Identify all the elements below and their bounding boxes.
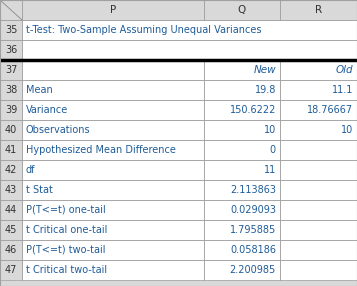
Bar — [22, 120, 204, 140]
Text: 1.795885: 1.795885 — [230, 225, 276, 235]
Text: 35: 35 — [5, 25, 17, 35]
Bar — [0, 140, 22, 160]
Bar — [0, 240, 22, 260]
Text: Hypothesized Mean Difference: Hypothesized Mean Difference — [26, 145, 176, 155]
Text: 42: 42 — [5, 165, 17, 175]
Bar — [204, 220, 280, 240]
Bar — [22, 240, 204, 260]
Bar — [280, 260, 357, 280]
Text: P: P — [110, 5, 116, 15]
Bar — [204, 260, 280, 280]
Text: 47: 47 — [5, 265, 17, 275]
Bar — [204, 0, 280, 20]
Text: P(T<=t) two-tail: P(T<=t) two-tail — [26, 245, 106, 255]
Bar — [280, 140, 357, 160]
Text: 41: 41 — [5, 145, 17, 155]
Bar — [204, 160, 280, 180]
Bar — [0, 80, 22, 100]
Text: 43: 43 — [5, 185, 17, 195]
Text: t Critical two-tail: t Critical two-tail — [26, 265, 107, 275]
Bar — [0, 40, 22, 60]
Bar — [280, 80, 357, 100]
Bar — [22, 180, 204, 200]
Text: 46: 46 — [5, 245, 17, 255]
Bar — [22, 20, 357, 40]
Text: 37: 37 — [5, 65, 17, 75]
Bar — [0, 0, 22, 20]
Bar — [204, 80, 280, 100]
Text: 0: 0 — [270, 145, 276, 155]
Bar — [0, 100, 22, 120]
Bar — [22, 260, 204, 280]
Bar — [22, 220, 204, 240]
Bar — [0, 260, 22, 280]
Bar — [22, 40, 357, 60]
Text: 45: 45 — [5, 225, 17, 235]
Text: Observations: Observations — [26, 125, 91, 135]
Text: 0.058186: 0.058186 — [230, 245, 276, 255]
Bar — [204, 100, 280, 120]
Text: 19.8: 19.8 — [255, 85, 276, 95]
Text: 36: 36 — [5, 45, 17, 55]
Text: 0.029093: 0.029093 — [230, 205, 276, 215]
Bar — [204, 60, 280, 80]
Text: 38: 38 — [5, 85, 17, 95]
Text: 11: 11 — [264, 165, 276, 175]
Text: 44: 44 — [5, 205, 17, 215]
Text: 2.113863: 2.113863 — [230, 185, 276, 195]
Bar — [0, 220, 22, 240]
Bar — [280, 200, 357, 220]
Bar — [22, 80, 204, 100]
Text: t-Test: Two-Sample Assuming Unequal Variances: t-Test: Two-Sample Assuming Unequal Vari… — [26, 25, 261, 35]
Bar — [280, 120, 357, 140]
Bar — [0, 20, 22, 40]
Bar — [0, 120, 22, 140]
Bar — [280, 160, 357, 180]
Text: Mean: Mean — [26, 85, 53, 95]
Text: 2.200985: 2.200985 — [230, 265, 276, 275]
Bar — [22, 100, 204, 120]
Bar — [204, 120, 280, 140]
Text: Q: Q — [238, 5, 246, 15]
Text: 10: 10 — [264, 125, 276, 135]
Bar — [204, 240, 280, 260]
Text: t Stat: t Stat — [26, 185, 53, 195]
Text: 150.6222: 150.6222 — [230, 105, 276, 115]
Bar — [0, 180, 22, 200]
Bar — [22, 60, 204, 80]
Bar — [280, 180, 357, 200]
Text: New: New — [253, 65, 276, 75]
Bar — [22, 200, 204, 220]
Text: t Critical one-tail: t Critical one-tail — [26, 225, 107, 235]
Bar — [204, 180, 280, 200]
Bar — [280, 60, 357, 80]
Bar — [280, 220, 357, 240]
Text: df: df — [26, 165, 35, 175]
Bar — [22, 140, 204, 160]
Bar — [204, 140, 280, 160]
Bar — [204, 200, 280, 220]
Bar — [0, 160, 22, 180]
Text: 18.76667: 18.76667 — [307, 105, 353, 115]
Text: Old: Old — [335, 65, 353, 75]
Text: P(T<=t) one-tail: P(T<=t) one-tail — [26, 205, 106, 215]
Text: 40: 40 — [5, 125, 17, 135]
Text: 39: 39 — [5, 105, 17, 115]
Bar — [280, 0, 357, 20]
Bar — [280, 240, 357, 260]
Bar — [0, 60, 22, 80]
Bar — [0, 200, 22, 220]
Text: 10: 10 — [341, 125, 353, 135]
Text: 11.1: 11.1 — [332, 85, 353, 95]
Bar — [22, 0, 204, 20]
Bar — [280, 100, 357, 120]
Text: Variance: Variance — [26, 105, 68, 115]
Text: R: R — [315, 5, 322, 15]
Bar — [22, 160, 204, 180]
